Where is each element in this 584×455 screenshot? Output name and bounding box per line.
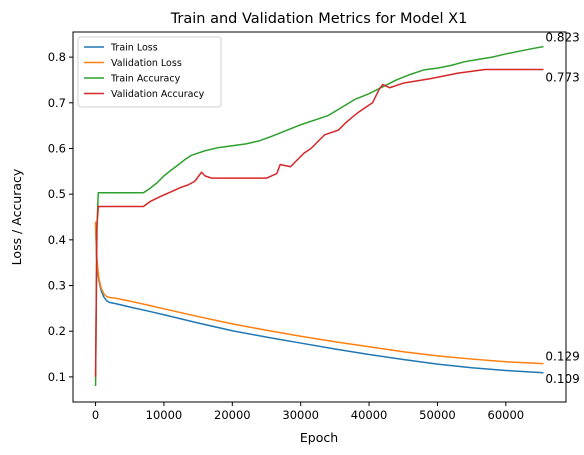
y-tick-label: 0.1 (48, 370, 66, 384)
legend-box (77, 36, 222, 108)
x-tick-label: 30000 (282, 408, 319, 422)
end-label-train-loss: 0.109 (545, 372, 579, 386)
y-tick-label: 0.5 (48, 187, 66, 201)
y-tick-label: 0.4 (48, 233, 66, 247)
x-tick-label: 0 (92, 408, 99, 422)
y-tick-label: 0.6 (48, 141, 66, 155)
y-tick-label: 0.8 (48, 50, 66, 64)
x-tick-label: 20000 (214, 408, 251, 422)
end-labels: 0.109 0.129 0.823 0.773 (545, 31, 579, 386)
series-line-train-accuracy (94, 45, 544, 387)
chart-title: Train and Validation Metrics for Model X… (170, 11, 468, 27)
x-tick-label: 40000 (351, 408, 388, 422)
plot-frame (72, 31, 567, 403)
x-tick-label: 50000 (419, 408, 456, 422)
x-tick-label: 60000 (488, 408, 525, 422)
legend-label-train-loss: Train Loss (110, 43, 158, 54)
series-line-validation-accuracy (94, 68, 544, 377)
end-label-validation-loss: 0.129 (545, 350, 579, 364)
series-line-train-loss (94, 226, 544, 374)
legend-label-validation-accuracy: Validation Accuracy (111, 89, 205, 100)
end-label-train-accuracy: 0.823 (545, 31, 579, 45)
legend-label-validation-loss: Validation Loss (111, 58, 182, 69)
series-line-validation-loss (94, 221, 544, 365)
legend: Train Loss Validation Loss Train Accuracy V… (77, 36, 222, 108)
x-axis: 0 10000 20000 30000 40000 50000 60000 (92, 402, 524, 422)
y-axis: 0.1 0.2 0.3 0.4 0.5 0.6 0.7 0.8 (48, 50, 73, 384)
legend-label-train-accuracy: Train Accuracy (110, 74, 181, 85)
y-tick-label: 0.2 (48, 324, 66, 338)
end-label-validation-accuracy: 0.773 (545, 70, 579, 84)
y-tick-label: 0.3 (48, 279, 66, 293)
x-axis-label: Epoch (300, 430, 338, 445)
y-tick-label: 0.7 (48, 96, 66, 110)
plot-area (94, 45, 544, 387)
y-axis-label: Loss / Accuracy (9, 168, 24, 265)
x-tick-label: 10000 (146, 408, 183, 422)
